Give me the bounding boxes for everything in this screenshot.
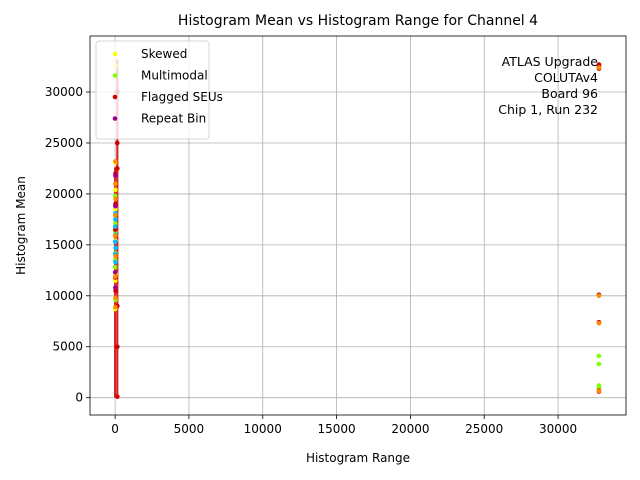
- data-point: [112, 181, 118, 187]
- x-tick-label: 10000: [244, 422, 282, 436]
- data-point: [596, 65, 602, 70]
- data-point: [113, 217, 118, 222]
- x-tick-label: 20000: [391, 422, 429, 436]
- y-tick-label: 15000: [45, 238, 83, 252]
- data-point: [596, 388, 602, 394]
- data-point: [113, 304, 118, 310]
- y-axis-label: Histogram Mean: [14, 176, 28, 275]
- data-point: [112, 233, 118, 238]
- data-point: [113, 245, 118, 251]
- annotation-line: ATLAS Upgrade: [502, 54, 599, 69]
- y-tick-label: 10000: [45, 289, 83, 303]
- legend-marker: [112, 116, 118, 121]
- x-axis-ticks: 0 5000 10000 15000 20000 25000 30000: [111, 415, 577, 436]
- chart-title: Histogram Mean vs Histogram Range for Ch…: [178, 13, 538, 29]
- x-tick-label: 0: [111, 422, 119, 436]
- data-point: [596, 361, 602, 367]
- data-point: [596, 321, 602, 326]
- y-tick-label: 0: [75, 391, 83, 405]
- y-tick-label: 25000: [45, 136, 83, 150]
- data-point: [113, 196, 118, 202]
- legend-entry: Skewed: [141, 47, 187, 61]
- legend-entry: Repeat Bin: [141, 112, 206, 126]
- y-tick-label: 20000: [45, 187, 83, 201]
- data-point: [115, 140, 120, 146]
- x-tick-label: 5000: [174, 422, 205, 436]
- data-point: [113, 285, 118, 290]
- data-point: [112, 224, 118, 229]
- x-tick-label: 15000: [317, 422, 355, 436]
- annotation-line: Chip 1, Run 232: [498, 102, 598, 117]
- legend-marker: [112, 94, 118, 100]
- x-tick-label: 30000: [539, 422, 577, 436]
- data-point: [112, 270, 118, 275]
- data-point: [113, 253, 118, 259]
- annotation-line: Board 96: [541, 86, 598, 101]
- grid: [90, 36, 626, 415]
- data-points: [112, 62, 602, 399]
- data-point: [113, 213, 118, 218]
- data-point: [113, 159, 118, 164]
- data-point: [112, 203, 118, 209]
- data-point: [112, 274, 118, 279]
- data-point: [113, 259, 118, 265]
- legend: Skewed Multimodal Flagged SEUs Repeat Bin: [95, 40, 223, 140]
- legend-entry: Multimodal: [141, 69, 208, 83]
- x-tick-label: 25000: [465, 422, 503, 436]
- annotation-line: COLUTAv4: [534, 70, 598, 85]
- data-point: [115, 166, 120, 171]
- legend-marker: [112, 51, 118, 57]
- data-point: [596, 293, 602, 299]
- data-point: [113, 173, 118, 178]
- legend-entry: Flagged SEUs: [141, 90, 223, 104]
- data-point: [113, 187, 118, 193]
- y-tick-label: 30000: [45, 85, 83, 99]
- y-axis-ticks: 0 5000 10000 15000 20000 25000 30000: [45, 85, 90, 405]
- legend-frame: [95, 40, 210, 140]
- plot-frame: [89, 35, 627, 416]
- x-axis-label: Histogram Range: [306, 451, 410, 465]
- data-point: [115, 344, 120, 350]
- data-point: [113, 295, 118, 301]
- data-point: [112, 264, 118, 270]
- data-point: [115, 394, 120, 399]
- data-point: [112, 239, 118, 245]
- y-tick-label: 5000: [52, 340, 83, 354]
- legend-marker: [112, 73, 118, 78]
- data-point: [596, 353, 602, 359]
